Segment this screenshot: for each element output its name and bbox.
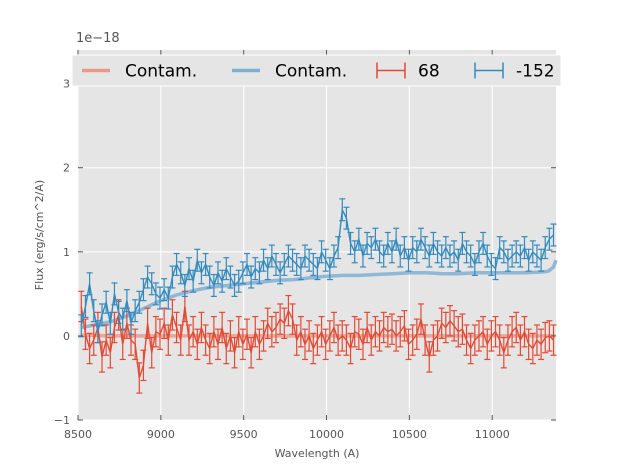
x-tick-label: 9500 — [230, 428, 258, 441]
y-offset-label: 1e−18 — [76, 31, 120, 46]
legend-label: 68 — [418, 62, 440, 82]
x-tick-label: 11000 — [475, 428, 510, 441]
axes-background — [78, 50, 556, 420]
series-line — [80, 306, 555, 379]
x-tick-labels: 8500 9000 9500 10000 10500 11000 — [64, 428, 510, 441]
y-tick-label: −1 — [54, 414, 70, 427]
y-tick-label: 1 — [63, 246, 70, 259]
data-series — [78, 198, 557, 394]
legend: Contam. Contam. 68 -152 — [71, 54, 562, 87]
legend-entry: -152 — [474, 62, 555, 82]
y-tick-label: 2 — [63, 162, 70, 175]
ticks — [77, 50, 556, 421]
y-tick-labels: −1 0 1 2 3 — [54, 78, 70, 427]
legend-label: -152 — [516, 62, 555, 82]
x-tick-label: 8500 — [64, 428, 92, 441]
x-tick-label: 10000 — [309, 428, 344, 441]
legend-entry: Contam. — [82, 62, 197, 82]
y-tick-label: 3 — [63, 78, 70, 91]
y-axis-label: Flux (erg/s/cm^2/A) — [33, 180, 46, 290]
legend-label: Contam. — [125, 62, 197, 82]
series-line — [80, 207, 555, 332]
series--152 — [78, 198, 557, 344]
legend-entry: 68 — [376, 62, 440, 82]
legend-label: Contam. — [275, 62, 347, 82]
y-tick-label: 0 — [63, 330, 70, 343]
x-axis-label: Wavelength (A) — [275, 447, 360, 460]
x-tick-label: 9000 — [147, 428, 175, 441]
legend-entry: Contam. — [232, 62, 347, 82]
series-68 — [78, 290, 557, 394]
x-tick-label: 10500 — [392, 428, 427, 441]
